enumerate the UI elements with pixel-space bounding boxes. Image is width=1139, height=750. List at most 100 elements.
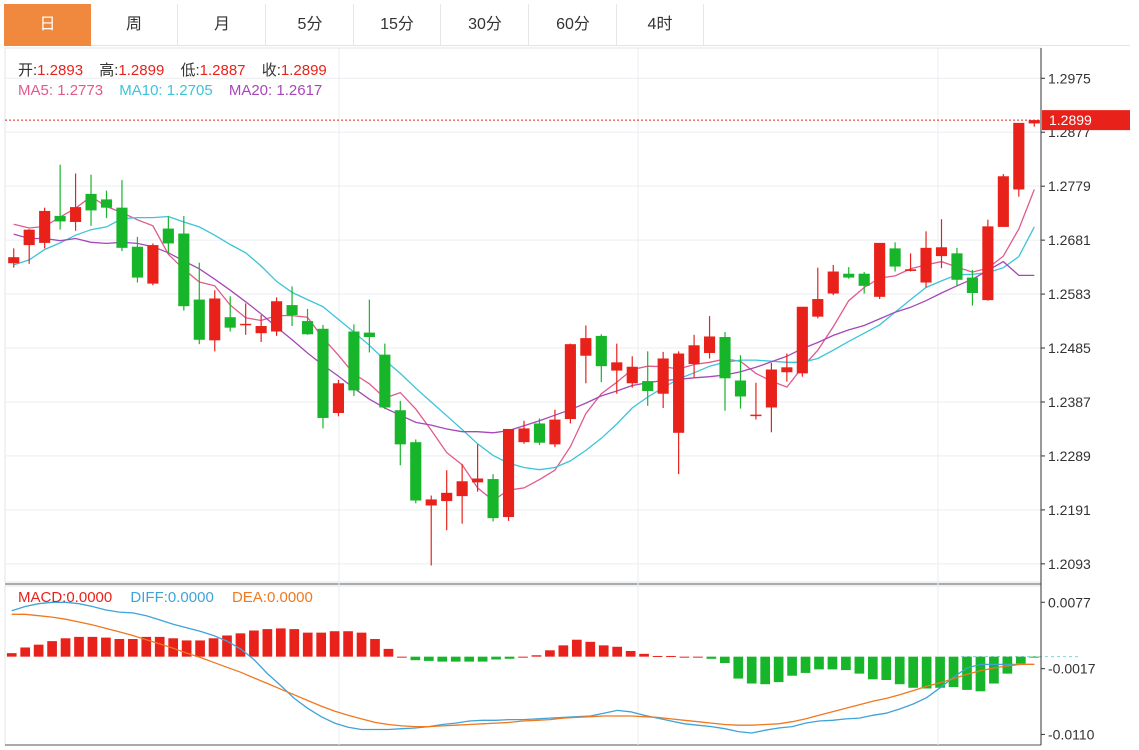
macd-bar — [585, 641, 596, 657]
candle — [162, 216, 174, 254]
candle-body — [147, 245, 159, 284]
candle — [657, 351, 669, 409]
candle — [54, 164, 66, 230]
tab-5min[interactable]: 5分 — [267, 4, 354, 46]
candle-body — [224, 317, 236, 328]
candle — [410, 439, 422, 504]
candle — [348, 324, 360, 396]
macd-bar — [693, 656, 703, 658]
macd-legend: MACD:0.0000 DIFF:0.0000 DEA:0.0000 — [18, 589, 313, 606]
macd-label: MACD: — [18, 589, 67, 606]
macd-bar — [894, 656, 905, 685]
candle-body — [642, 381, 654, 391]
diff-line — [11, 601, 1035, 734]
candle-body — [611, 362, 623, 371]
last-price-tag: 1.2899 — [5, 110, 1130, 131]
price-tick-label: 1.2387 — [1048, 394, 1091, 410]
tab-15min[interactable]: 15分 — [354, 4, 441, 46]
candle-body — [935, 247, 948, 257]
tab-60min[interactable]: 60分 — [530, 4, 617, 46]
candle — [673, 351, 685, 475]
macd-bar — [450, 656, 461, 662]
candle-body — [688, 345, 700, 364]
macd-bar — [666, 655, 676, 657]
open-label: 开: — [18, 62, 38, 79]
candle-body — [889, 248, 901, 267]
candle-body — [781, 367, 793, 373]
tab-month[interactable]: 月 — [179, 4, 266, 46]
candle-body — [193, 299, 205, 340]
candle — [874, 242, 886, 300]
macd-bar — [60, 638, 71, 657]
macd-bar — [329, 631, 340, 657]
candle — [595, 334, 607, 383]
tab-day[interactable]: 日 — [4, 4, 91, 46]
macd-bar — [733, 656, 744, 679]
open-value: 1.2893 — [37, 62, 84, 79]
macd-bar — [437, 656, 448, 662]
ma-legend: MA5: 1.2773 MA10: 1.2705 MA20: 1.2617 — [18, 82, 322, 99]
macd-bar — [908, 656, 919, 688]
candle-body — [580, 338, 592, 356]
candle — [642, 351, 654, 406]
macd-bar — [612, 646, 623, 657]
candle-body — [858, 273, 870, 286]
price-tick-label: 1.2289 — [1048, 448, 1091, 464]
macd-bar — [195, 640, 205, 657]
dea-label: DEA: — [231, 589, 267, 606]
candle — [982, 219, 994, 301]
candle-body — [750, 414, 762, 417]
tab-4hour[interactable]: 4时 — [617, 4, 704, 46]
macd-bar — [921, 656, 932, 689]
diff-label: DIFF: — [130, 589, 168, 606]
macd-bar — [33, 644, 44, 657]
candle-body — [394, 410, 406, 445]
price-tick-label: 1.2583 — [1048, 286, 1091, 302]
candle-body — [874, 242, 886, 297]
candle-body — [131, 246, 143, 278]
tab-week[interactable]: 周 — [91, 4, 178, 46]
macd-bar — [477, 656, 488, 662]
candle — [502, 428, 515, 521]
macd-bar — [989, 656, 999, 684]
dea-line — [11, 613, 1035, 728]
macd-bar — [262, 629, 273, 657]
macd-bar — [854, 656, 865, 674]
candle-body — [827, 271, 839, 294]
candle — [8, 248, 20, 268]
macd-bar — [652, 655, 663, 657]
macd-bar — [975, 656, 986, 692]
macd-bar — [867, 656, 878, 680]
macd-panel — [6, 601, 1081, 734]
tab-30min[interactable]: 30分 — [442, 4, 529, 46]
candle — [379, 343, 391, 410]
candle-body — [286, 305, 298, 315]
candle — [209, 290, 221, 352]
candle — [889, 242, 901, 272]
price-tick-label: 1.2975 — [1048, 70, 1091, 86]
macd-bar — [1029, 656, 1040, 658]
candle-body — [734, 380, 747, 397]
macd-bar — [343, 631, 353, 657]
macd-bar — [1015, 656, 1026, 664]
candle — [688, 334, 700, 378]
candle — [703, 316, 716, 359]
high-value: 1.2899 — [118, 62, 165, 79]
candle — [920, 231, 932, 288]
candle — [843, 267, 855, 279]
candle — [116, 180, 128, 252]
price-tick-label: 1.2779 — [1048, 178, 1091, 194]
price-tick-label: 1.2681 — [1048, 232, 1091, 248]
macd-bar — [6, 653, 17, 657]
candle — [100, 190, 113, 219]
ma10-value: 1.2705 — [166, 82, 213, 99]
candle-body — [8, 257, 20, 264]
candle-body — [332, 383, 345, 413]
candle-body — [23, 229, 35, 246]
macd-bar — [289, 629, 300, 657]
candle — [626, 356, 638, 388]
macd-bar — [397, 656, 407, 658]
macd-tick-label: 0.0077 — [1048, 594, 1091, 610]
candle-body — [317, 328, 329, 418]
